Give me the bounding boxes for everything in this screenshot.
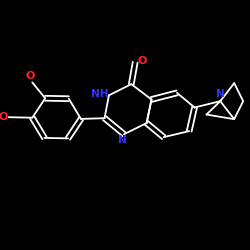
Text: O: O	[0, 112, 8, 122]
Text: O: O	[138, 56, 147, 66]
Text: N: N	[216, 89, 225, 99]
Text: N: N	[118, 135, 127, 145]
Text: NH: NH	[91, 89, 108, 99]
Text: O: O	[26, 71, 35, 81]
